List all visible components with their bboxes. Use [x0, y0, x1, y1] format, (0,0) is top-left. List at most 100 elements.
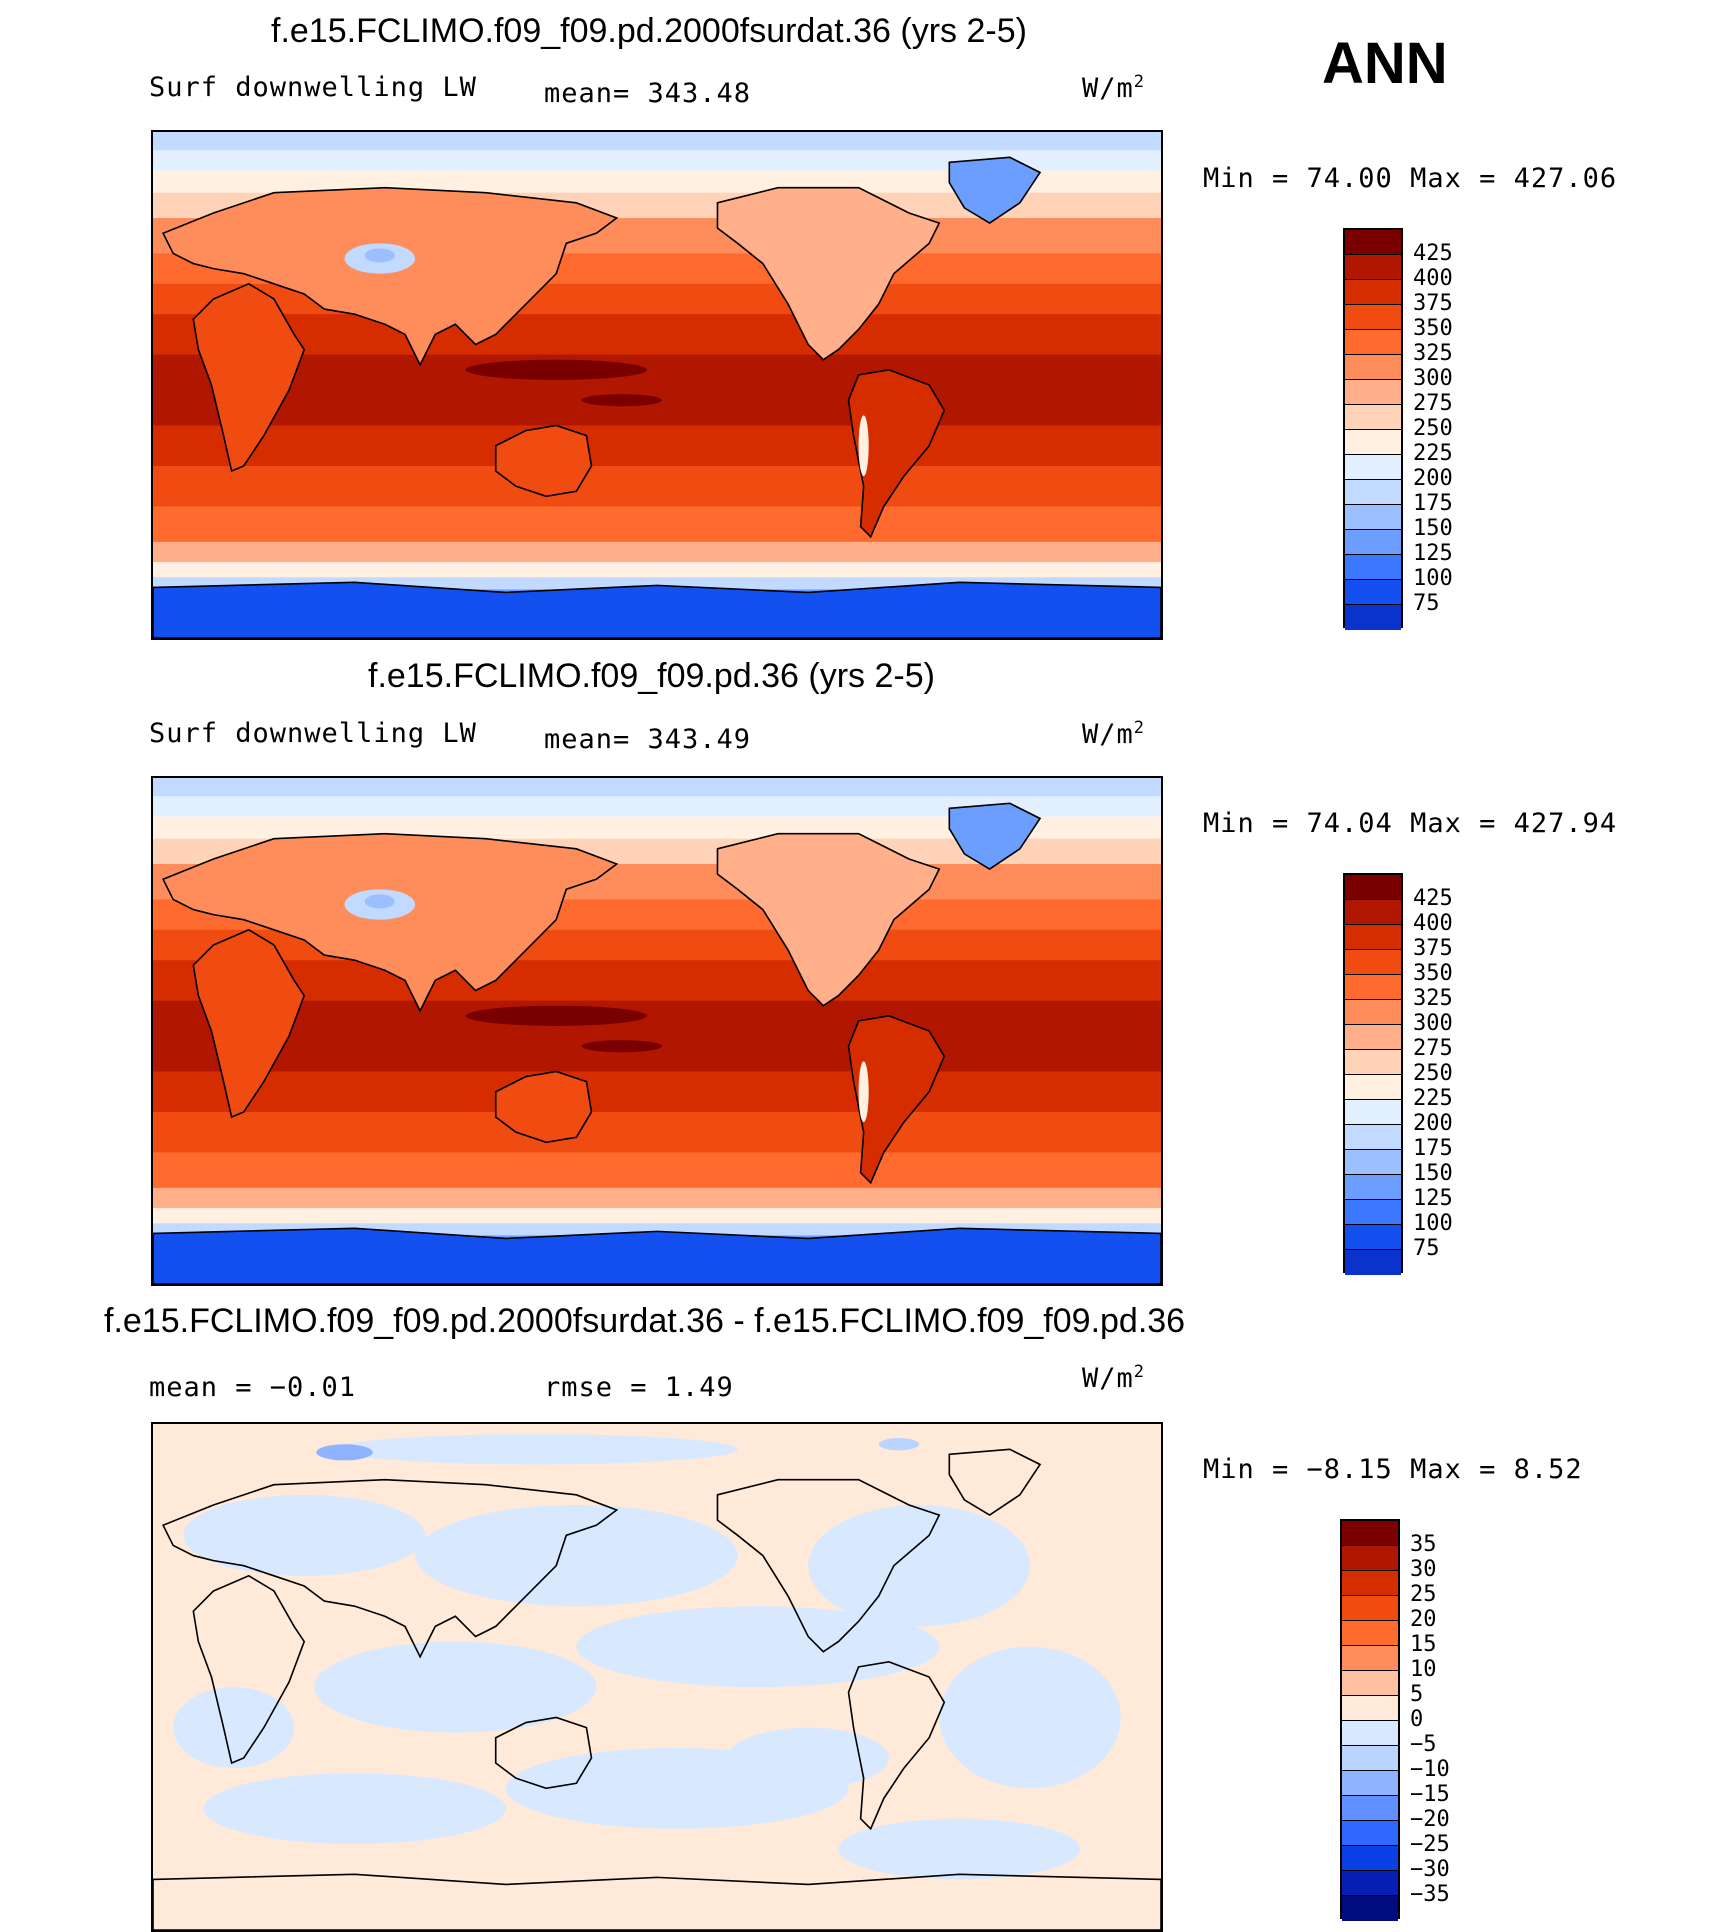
colorbar-label: 25	[1410, 1582, 1437, 1607]
diff-blob	[939, 1646, 1121, 1789]
colorbar-label: 375	[1413, 291, 1453, 316]
continent	[161, 1478, 619, 1659]
colorbar-swatch	[1345, 305, 1401, 330]
continent	[153, 1227, 1161, 1284]
colorbar-label: 125	[1413, 541, 1453, 566]
panel-3-unit: W/m2	[1082, 1362, 1146, 1394]
continent	[494, 1070, 593, 1144]
panel-2-colorbar	[1343, 873, 1403, 1275]
colorbar-label: −15	[1410, 1782, 1450, 1807]
panel-1-colorbar	[1343, 228, 1403, 630]
colorbar-swatch	[1342, 1621, 1398, 1646]
continent	[192, 928, 306, 1119]
tibet-plateau	[364, 894, 395, 909]
continent	[847, 1660, 946, 1831]
panel-1-map	[151, 130, 1163, 640]
colorbar-swatch	[1342, 1896, 1398, 1921]
colorbar-label: 425	[1413, 241, 1453, 266]
colorbar-swatch	[1342, 1696, 1398, 1721]
colorbar-label: −30	[1410, 1857, 1450, 1882]
colorbar-label: −5	[1410, 1732, 1437, 1757]
continent	[847, 1014, 946, 1185]
colorbar-swatch	[1345, 1025, 1401, 1050]
colorbar-label: 125	[1413, 1186, 1453, 1211]
colorbar-label: 150	[1413, 516, 1453, 541]
colorbar-swatch	[1345, 1000, 1401, 1025]
field-band	[153, 506, 1161, 543]
panel-2-title: f.e15.FCLIMO.f09_f09.pd.36 (yrs 2-5)	[368, 657, 935, 695]
colorbar-swatch	[1345, 925, 1401, 950]
colorbar-swatch	[1345, 430, 1401, 455]
colorbar-swatch	[1342, 1571, 1398, 1596]
colorbar-label: 150	[1413, 1161, 1453, 1186]
colorbar-label: 325	[1413, 341, 1453, 366]
colorbar-label: 75	[1413, 1236, 1440, 1261]
continent	[153, 1873, 1161, 1930]
colorbar-swatch	[1342, 1846, 1398, 1871]
colorbar-label: 0	[1410, 1707, 1424, 1732]
colorbar-label: 200	[1413, 466, 1453, 491]
continent	[716, 832, 941, 1007]
colorbar-swatch	[1345, 355, 1401, 380]
colorbar-label: 200	[1413, 1111, 1453, 1136]
panel-1-title: f.e15.FCLIMO.f09_f09.pd.2000fsurdat.36 (…	[271, 12, 1027, 50]
colorbar-label: 400	[1413, 911, 1453, 936]
field-band	[153, 778, 1161, 798]
colorbar-swatch	[1345, 330, 1401, 355]
diff-blob	[415, 1504, 738, 1607]
colorbar-label: 350	[1413, 316, 1453, 341]
field-band	[153, 132, 1161, 152]
field-band	[153, 562, 1161, 579]
colorbar-label: 30	[1410, 1557, 1437, 1582]
field-band	[153, 541, 1161, 564]
diff-blob	[808, 1504, 1030, 1627]
colorbar-swatch	[1345, 255, 1401, 280]
colorbar-swatch	[1345, 580, 1401, 605]
field-band	[153, 425, 1161, 467]
colorbar-label: 175	[1413, 1136, 1453, 1161]
field-band	[153, 1208, 1161, 1225]
colorbar-label: 35	[1410, 1532, 1437, 1557]
colorbar-swatch	[1345, 1125, 1401, 1150]
continent	[948, 1448, 1042, 1517]
colorbar-label: 250	[1413, 416, 1453, 441]
diff-blob	[203, 1773, 506, 1844]
panel-3-minmax: Min = −8.15 Max = 8.52	[1203, 1454, 1583, 1485]
panel-3-colorbar	[1340, 1519, 1400, 1921]
colorbar-swatch	[1345, 380, 1401, 405]
panel-3-map	[151, 1422, 1163, 1932]
colorbar-swatch	[1345, 530, 1401, 555]
colorbar-label: 400	[1413, 266, 1453, 291]
colorbar-swatch	[1345, 875, 1401, 900]
colorbar-swatch	[1342, 1521, 1398, 1546]
field-band	[153, 1071, 1161, 1113]
colorbar-label: −20	[1410, 1807, 1450, 1832]
colorbar-swatch	[1345, 1175, 1401, 1200]
diff-blob	[878, 1438, 920, 1451]
tibet-plateau	[364, 248, 395, 263]
andes	[858, 415, 869, 477]
colorbar-label: 15	[1410, 1632, 1437, 1657]
colorbar-label: 20	[1410, 1607, 1437, 1632]
continent	[847, 368, 946, 539]
colorbar-swatch	[1342, 1646, 1398, 1671]
colorbar-label: 300	[1413, 1011, 1453, 1036]
field-band	[153, 796, 1161, 818]
continent	[192, 1574, 306, 1765]
field-band	[153, 1152, 1161, 1189]
colorbar-swatch	[1345, 1075, 1401, 1100]
colorbar-swatch	[1342, 1671, 1398, 1696]
continent	[161, 832, 619, 1013]
colorbar-swatch	[1342, 1721, 1398, 1746]
colorbar-swatch	[1342, 1796, 1398, 1821]
continent	[494, 424, 593, 498]
diff-blob	[334, 1434, 738, 1465]
colorbar-label: 10	[1410, 1657, 1437, 1682]
andes	[858, 1061, 869, 1123]
warm-pool	[581, 1040, 663, 1053]
panel-2-map	[151, 776, 1163, 1286]
panel-1-left-label: Surf downwelling LW	[149, 72, 477, 103]
colorbar-swatch	[1342, 1771, 1398, 1796]
warm-pool	[581, 394, 663, 407]
colorbar-swatch	[1345, 900, 1401, 925]
